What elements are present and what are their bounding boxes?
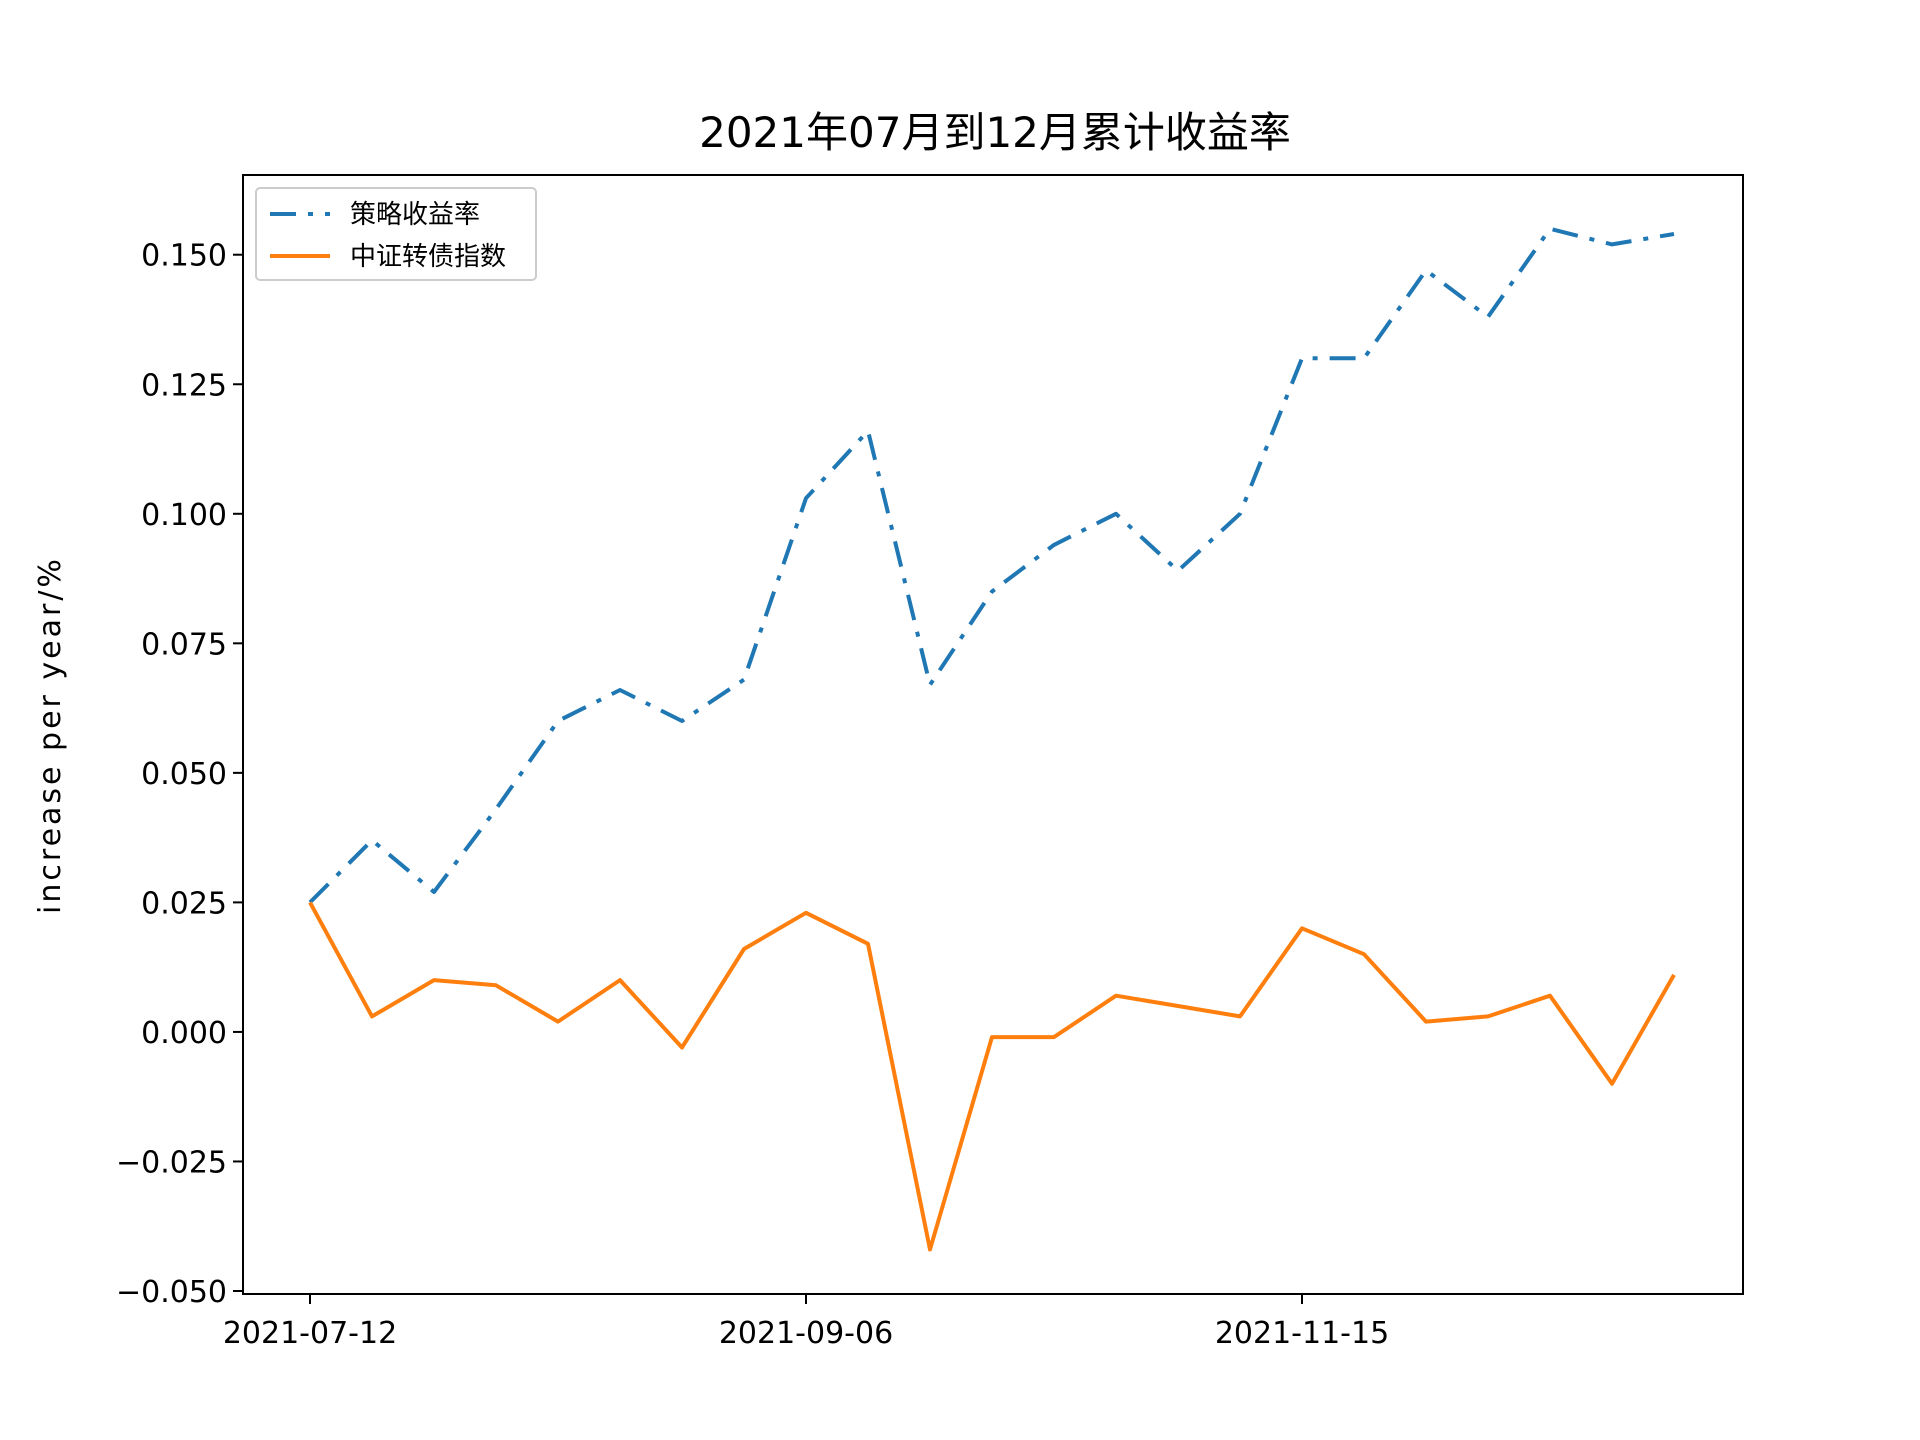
plot-frame [242, 174, 1744, 1295]
y-axis-label: increase per year/% [33, 556, 68, 914]
x-tick-label: 2021-07-12 [223, 1316, 397, 1351]
y-tick-label: 0.050 [141, 757, 227, 792]
x-tick-label: 2021-09-06 [719, 1316, 893, 1351]
chart-title: 2021年07月到12月累计收益率 [699, 108, 1291, 157]
series-line-2 [308, 901, 1676, 1252]
legend-label: 策略收益率 [350, 200, 480, 230]
y-tick-label: −0.050 [116, 1275, 227, 1310]
y-tick-label: −0.025 [116, 1145, 227, 1180]
x-axis: 2021-07-12 2021-09-06 2021-11-15 [223, 1294, 1389, 1351]
x-tick-label: 2021-11-15 [1215, 1316, 1389, 1351]
y-tick-label: 0.150 [141, 239, 227, 274]
y-tick-label: 0.075 [141, 627, 227, 662]
legend-label: 中证转债指数 [350, 242, 506, 272]
y-tick-label: 0.025 [141, 886, 227, 921]
y-tick-label: 0.100 [141, 498, 227, 533]
y-axis: 0.150 0.125 0.100 0.075 0.050 0.025 0.000 −0.02… [116, 239, 243, 1310]
series-lines [308, 226, 1676, 1252]
series-line-1 [308, 226, 1675, 904]
y-tick-label: 0.000 [141, 1016, 227, 1051]
y-tick-label: 0.125 [141, 368, 227, 403]
